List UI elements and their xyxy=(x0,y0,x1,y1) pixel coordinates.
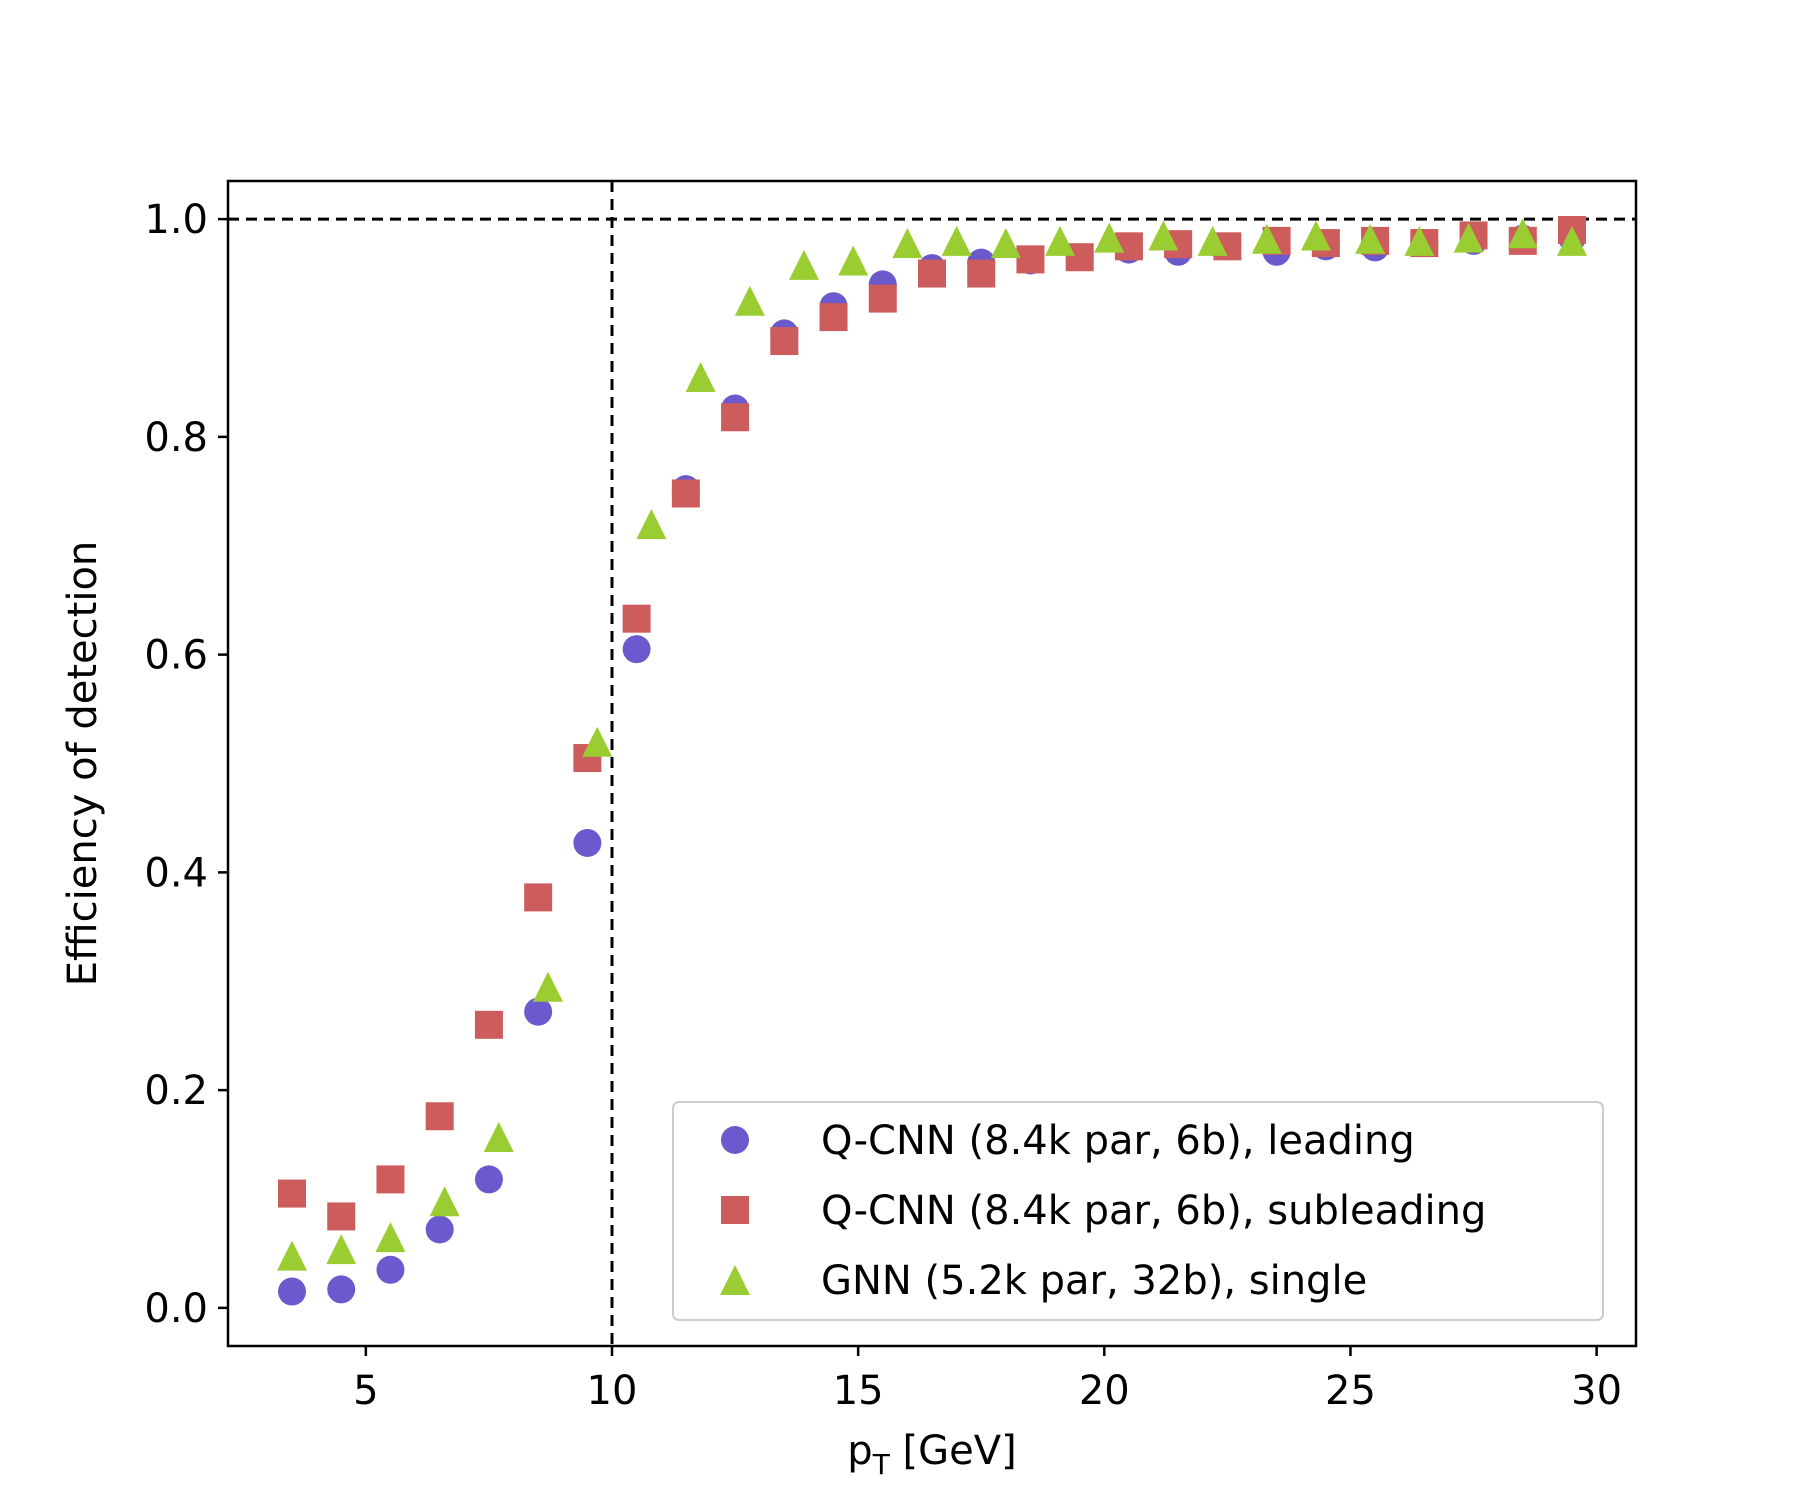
legend-marker-square xyxy=(721,1196,749,1224)
y-tick-label: 1.0 xyxy=(144,197,208,243)
y-tick-label: 0.8 xyxy=(144,415,208,461)
data-point-triangle xyxy=(892,228,923,259)
data-point-triangle xyxy=(1094,222,1125,253)
data-point-triangle xyxy=(1404,225,1435,256)
data-point-circle xyxy=(327,1275,356,1304)
x-tick-label: 10 xyxy=(587,1368,638,1414)
data-point-circle xyxy=(524,997,553,1026)
data-point-triangle xyxy=(1301,220,1331,251)
data-point-square xyxy=(819,303,848,332)
data-point-square xyxy=(474,1010,503,1039)
data-point-triangle xyxy=(429,1186,460,1217)
data-point-circle xyxy=(474,1165,503,1194)
legend-label: GNN (5.2k par, 32b), single xyxy=(821,1258,1367,1304)
y-axis-title: Efficiency of detection xyxy=(60,541,106,987)
legend-box xyxy=(672,1101,1604,1321)
data-point-triangle xyxy=(1148,220,1179,251)
x-tick-label: 30 xyxy=(1571,1368,1622,1414)
axes: 5 10 15 20 25 30 0.0 0.2 0.4 0.6 0.8 1.0 pT [GeV] Eff… xyxy=(60,179,1638,1481)
data-point-circle xyxy=(278,1277,306,1306)
y-tick-label: 0.6 xyxy=(144,633,208,679)
series-square xyxy=(278,215,1586,1231)
y-tick-label: 0.0 xyxy=(144,1286,208,1332)
data-point-triangle xyxy=(1197,225,1228,256)
legend-marker-circle xyxy=(721,1126,749,1154)
data-point-triangle xyxy=(375,1222,406,1253)
data-point-square xyxy=(524,883,553,912)
data-point-triangle xyxy=(636,508,667,539)
data-point-circle xyxy=(376,1255,405,1284)
data-point-triangle xyxy=(1355,223,1386,254)
data-point-square xyxy=(622,604,651,633)
data-point-square xyxy=(671,479,700,508)
data-point-square xyxy=(721,403,750,432)
x-tick-label: 5 xyxy=(353,1368,378,1414)
legend-label: Q-CNN (8.4k par, 6b), leading xyxy=(821,1118,1415,1164)
series-triangle xyxy=(277,218,1587,1271)
data-point-triangle xyxy=(483,1121,514,1152)
data-point-square xyxy=(327,1202,356,1231)
data-point-triangle xyxy=(582,726,613,757)
data-point-triangle xyxy=(1045,225,1075,256)
data-point-triangle xyxy=(1251,223,1282,254)
data-point-triangle xyxy=(734,285,765,316)
data-point-square xyxy=(376,1165,405,1194)
data-point-triangle xyxy=(277,1240,307,1271)
data-point-circle xyxy=(573,828,602,857)
x-tick-label: 25 xyxy=(1325,1368,1376,1414)
data-point-square xyxy=(770,327,799,356)
plot-frame xyxy=(226,179,1638,1348)
y-tick-label: 0.4 xyxy=(144,850,208,896)
data-point-circle xyxy=(622,635,651,664)
data-point-square xyxy=(425,1102,454,1131)
x-tick-label: 20 xyxy=(1079,1368,1130,1414)
data-point-triangle xyxy=(838,245,869,276)
y-tick-label: 0.2 xyxy=(144,1068,208,1114)
data-point-triangle xyxy=(326,1234,357,1265)
data-point-triangle xyxy=(685,361,716,392)
data-point-square xyxy=(1016,245,1045,274)
data-point-triangle xyxy=(990,228,1021,259)
data-point-triangle xyxy=(789,249,819,280)
x-axis-title: pT [GeV] xyxy=(847,1428,1016,1481)
legend: Q-CNN (8.4k par, 6b), leading Q-CNN (8.4k… xyxy=(672,1101,1604,1321)
data-point-square xyxy=(868,284,897,313)
x-tick-label: 15 xyxy=(833,1368,884,1414)
data-point-triangle xyxy=(533,971,563,1002)
data-point-square xyxy=(278,1179,306,1208)
reference-lines xyxy=(228,181,1636,1346)
data-point-triangle xyxy=(1453,222,1484,253)
data-point-triangle xyxy=(1507,218,1538,249)
data-point-triangle xyxy=(941,225,972,256)
data-series xyxy=(277,215,1587,1306)
data-point-triangle xyxy=(1557,225,1587,256)
data-point-circle xyxy=(425,1215,454,1244)
legend-label: Q-CNN (8.4k par, 6b), subleading xyxy=(821,1188,1486,1234)
legend-marker-triangle xyxy=(720,1265,750,1295)
data-point-square xyxy=(918,259,946,288)
data-point-square xyxy=(967,259,996,288)
